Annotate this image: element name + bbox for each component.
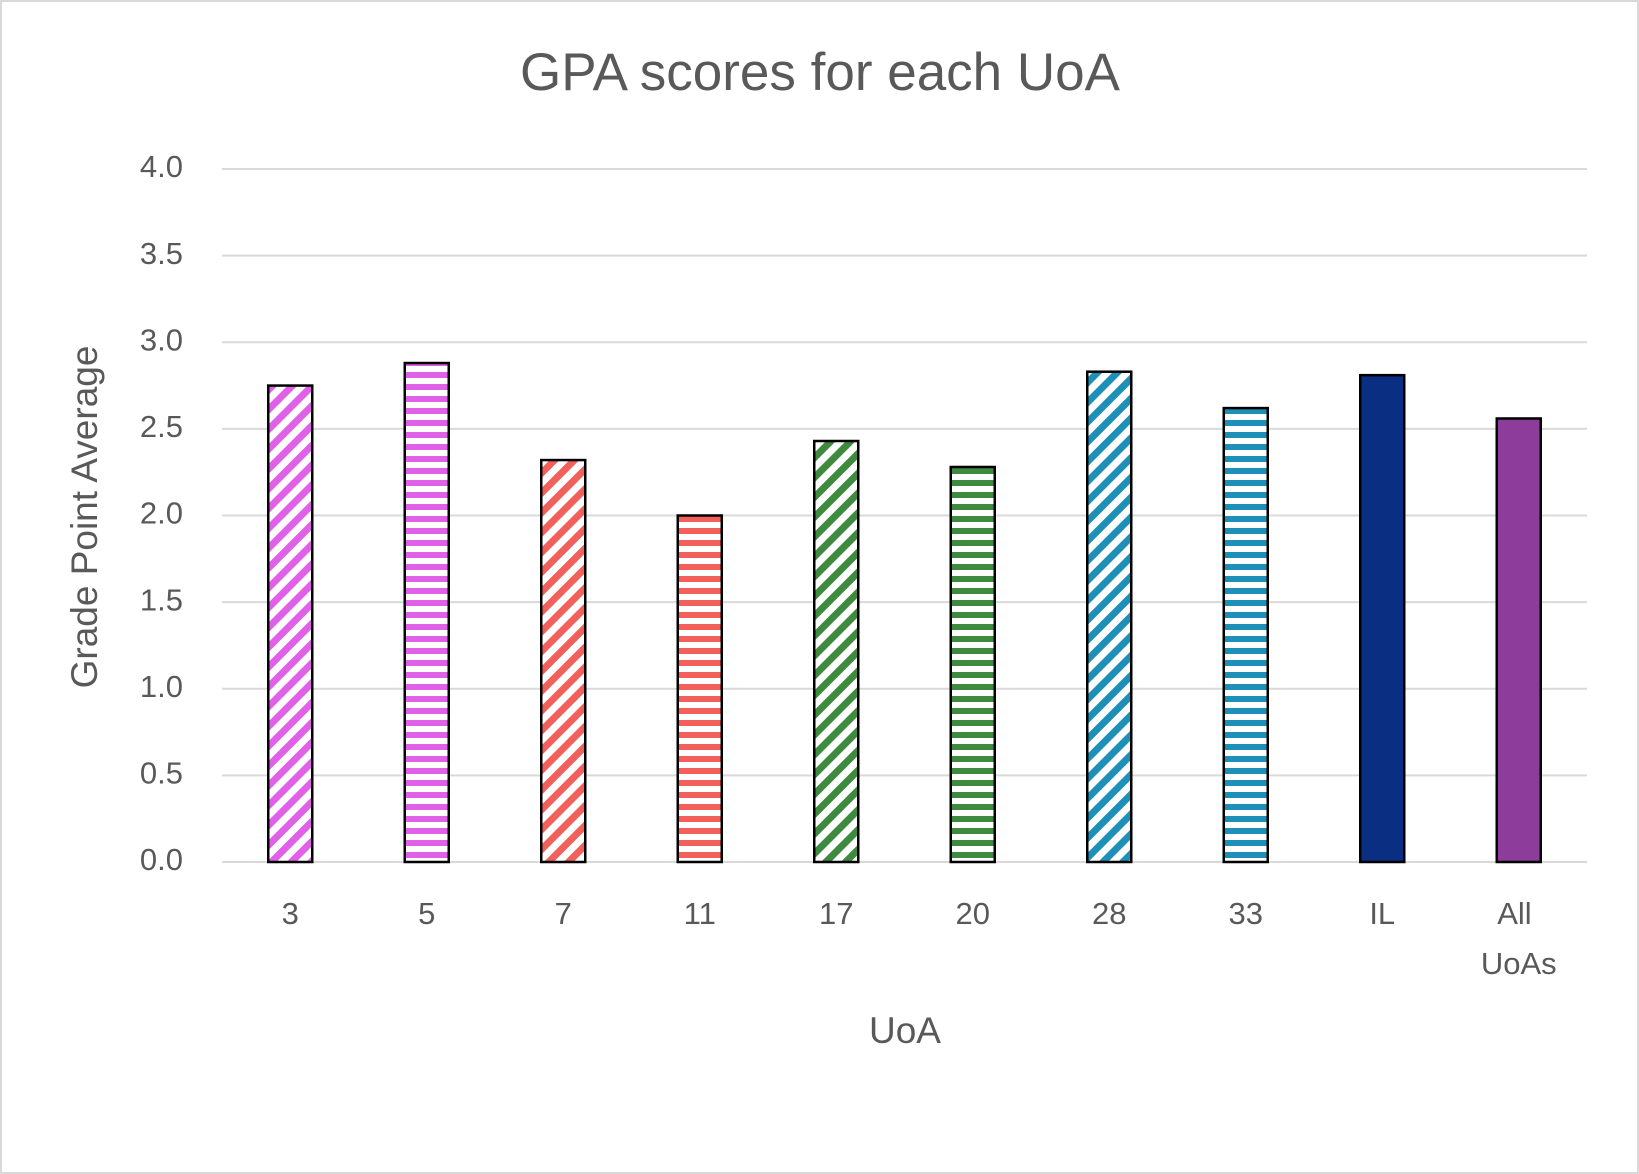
bar: [540, 458, 587, 864]
y-tick-label: 0.5: [140, 756, 183, 791]
bar: [813, 439, 860, 864]
x-axis-title: UoA: [869, 1010, 941, 1051]
bar: [403, 361, 450, 864]
bar: [1086, 370, 1133, 864]
bar: [1495, 417, 1542, 864]
y-tick-label: 1.5: [140, 582, 183, 617]
y-tick-label: 3.5: [140, 236, 183, 271]
y-tick-label: 0.0: [140, 842, 183, 877]
y-tick-label: 2.0: [140, 496, 183, 531]
bar: [676, 514, 723, 864]
x-tick-label: 33: [1229, 896, 1263, 931]
y-tick-label: 2.5: [140, 409, 183, 444]
bar: [1359, 373, 1406, 864]
bar: [1222, 406, 1269, 864]
bar: [949, 465, 996, 864]
x-tick-label: 7: [555, 896, 572, 931]
x-tick-label: 20: [956, 896, 990, 931]
bar: [267, 384, 314, 864]
x-tick-label: 17: [819, 896, 853, 931]
x-tick-label: 3: [282, 896, 299, 931]
x-tick-label: All UoAs: [1481, 896, 1557, 981]
y-tick-label: 1.0: [140, 669, 183, 704]
y-tick-label: 3.0: [140, 322, 183, 357]
x-tick-label: 11: [684, 896, 716, 931]
chart-title: GPA scores for each UoA: [520, 43, 1121, 102]
y-tick-label: 4.0: [140, 149, 183, 184]
x-tick-label: 28: [1092, 896, 1126, 931]
y-axis-title: Grade Point Average: [64, 346, 105, 689]
x-tick-label: IL: [1369, 896, 1395, 931]
x-tick-label: 5: [418, 896, 435, 931]
